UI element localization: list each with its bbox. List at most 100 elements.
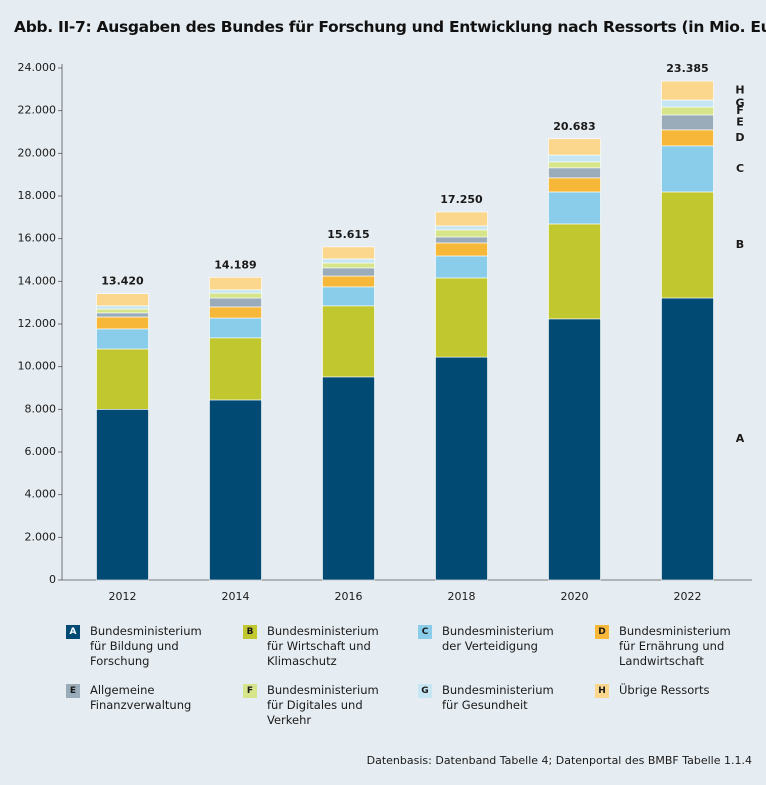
legend-key: H <box>595 684 609 698</box>
y-tick-label: 10.000 <box>18 360 57 373</box>
bar-segment <box>548 318 601 581</box>
bar-segment <box>96 305 149 310</box>
bar-segment <box>322 262 375 269</box>
chart: 0 2.000 4.000 6.000 8.000 10.000 12.000 14.000 1… <box>18 61 752 603</box>
legend-label: Bundesministerium für Digitales und Verk… <box>267 683 379 727</box>
bar-segment <box>661 106 714 116</box>
legend-label: Bundesministerium der Verteidigung <box>442 624 554 653</box>
bar-segment <box>661 129 714 147</box>
bar-segment <box>548 138 601 156</box>
segment-key: A <box>736 432 745 445</box>
bar-segment <box>96 308 149 314</box>
total-label: 17.250 <box>440 193 483 206</box>
legend-key: E <box>66 684 80 698</box>
total-label: 13.420 <box>101 275 144 288</box>
y-tick-label: 16.000 <box>18 232 57 245</box>
bar-segment <box>322 246 375 260</box>
bar-segment <box>322 275 375 288</box>
source-note: Datenbasis: Datenband Tabelle 4; Datenpo… <box>366 754 752 767</box>
legend-item: B Bundesministerium für Wirtschaft und Kl… <box>243 624 418 669</box>
legend-key: F <box>243 684 257 698</box>
legend-item: C Bundesministerium der Verteidigung <box>418 624 595 669</box>
y-tick-label: 18.000 <box>18 189 57 202</box>
bar-segment <box>661 145 714 193</box>
segment-key: B <box>736 238 744 251</box>
bar-segment <box>96 409 149 581</box>
y-tick-label: 4.000 <box>25 488 57 501</box>
bar-segment <box>322 286 375 307</box>
x-tick-label: 2012 <box>109 590 137 603</box>
y-tick-label: 24.000 <box>18 61 57 74</box>
segment-key: H <box>735 84 744 97</box>
y-tick-label: 6.000 <box>25 445 57 458</box>
y-tick-label: 8.000 <box>25 402 57 415</box>
legend-label: Allgemeine Finanzverwaltung <box>90 683 192 712</box>
bar-segment <box>209 317 262 339</box>
bar-segment <box>435 255 488 279</box>
y-tick-label: 20.000 <box>18 146 57 159</box>
bar-segment <box>96 328 149 350</box>
legend-item: D Bundesministerium für Ernährung und Lan… <box>595 624 755 669</box>
bar-segment <box>435 236 488 244</box>
bar-segment <box>548 191 601 225</box>
legend-item: H Übrige Ressorts <box>595 683 755 728</box>
segment-key: F <box>736 104 744 117</box>
bar-segment <box>435 229 488 238</box>
total-label: 14.189 <box>214 258 256 271</box>
x-tick-label: 2022 <box>674 590 702 603</box>
bar-segment <box>96 312 149 318</box>
bar-segment <box>322 258 375 264</box>
bar-segment <box>322 305 375 378</box>
legend-key: G <box>418 684 432 698</box>
bar-segment <box>661 114 714 131</box>
bar-segment <box>548 154 601 163</box>
bar-segment <box>661 191 714 299</box>
bar-segment <box>435 242 488 257</box>
legend-key: A <box>66 625 80 639</box>
x-tick-label: 2018 <box>448 590 476 603</box>
segment-key: D <box>735 131 744 144</box>
legend-key: D <box>595 625 609 639</box>
chart-title: Abb. II-7: Ausgaben des Bundes für Forsc… <box>14 18 766 36</box>
bar-segment <box>209 399 262 581</box>
x-tick-label: 2016 <box>335 590 363 603</box>
bar-segment <box>548 223 601 320</box>
bar-segment <box>435 225 488 231</box>
bar-segment <box>661 99 714 108</box>
segment-key: G <box>735 97 744 110</box>
bar-segment <box>435 211 488 227</box>
legend-label: Bundesministerium für Bildung und Forsch… <box>90 624 202 668</box>
y-tick-label: 12.000 <box>18 317 57 330</box>
legend-label: Bundesministerium für Wirtschaft und Kli… <box>267 624 379 668</box>
y-tick-label: 0 <box>49 573 56 586</box>
x-tick-label: 2020 <box>561 590 589 603</box>
bar-segment <box>548 161 601 169</box>
x-tick-label: 2014 <box>222 590 250 603</box>
bar-segment <box>209 289 262 294</box>
legend-item: E Allgemeine Finanzverwaltung <box>66 683 243 728</box>
total-label: 20.683 <box>553 120 595 133</box>
legend-key: C <box>418 625 432 639</box>
legend-item: G Bundesministerium für Gesundheit <box>418 683 595 728</box>
bar-segment <box>96 348 149 410</box>
bar-segment <box>435 277 488 358</box>
segment-key: C <box>736 162 744 175</box>
legend-key: B <box>243 625 257 639</box>
legend-label: Bundesministerium für Gesundheit <box>442 683 554 712</box>
legend: A Bundesministerium für Bildung und Forsc… <box>66 624 756 728</box>
legend-item: A Bundesministerium für Bildung und Forsc… <box>66 624 243 669</box>
bar-segment <box>96 293 149 307</box>
legend-item: F Bundesministerium für Digitales und Ver… <box>243 683 418 728</box>
y-tick-label: 14.000 <box>18 274 57 287</box>
bar-segment <box>322 267 375 277</box>
legend-label: Bundesministerium für Ernährung und Land… <box>619 624 731 668</box>
bar-segment <box>96 316 149 330</box>
bar-segment <box>548 167 601 179</box>
bar-segment <box>209 292 262 299</box>
bar-segment <box>209 297 262 308</box>
total-label: 15.615 <box>327 228 369 241</box>
bar-segment <box>435 356 488 581</box>
total-label: 23.385 <box>666 62 708 75</box>
bar-segment <box>322 376 375 581</box>
